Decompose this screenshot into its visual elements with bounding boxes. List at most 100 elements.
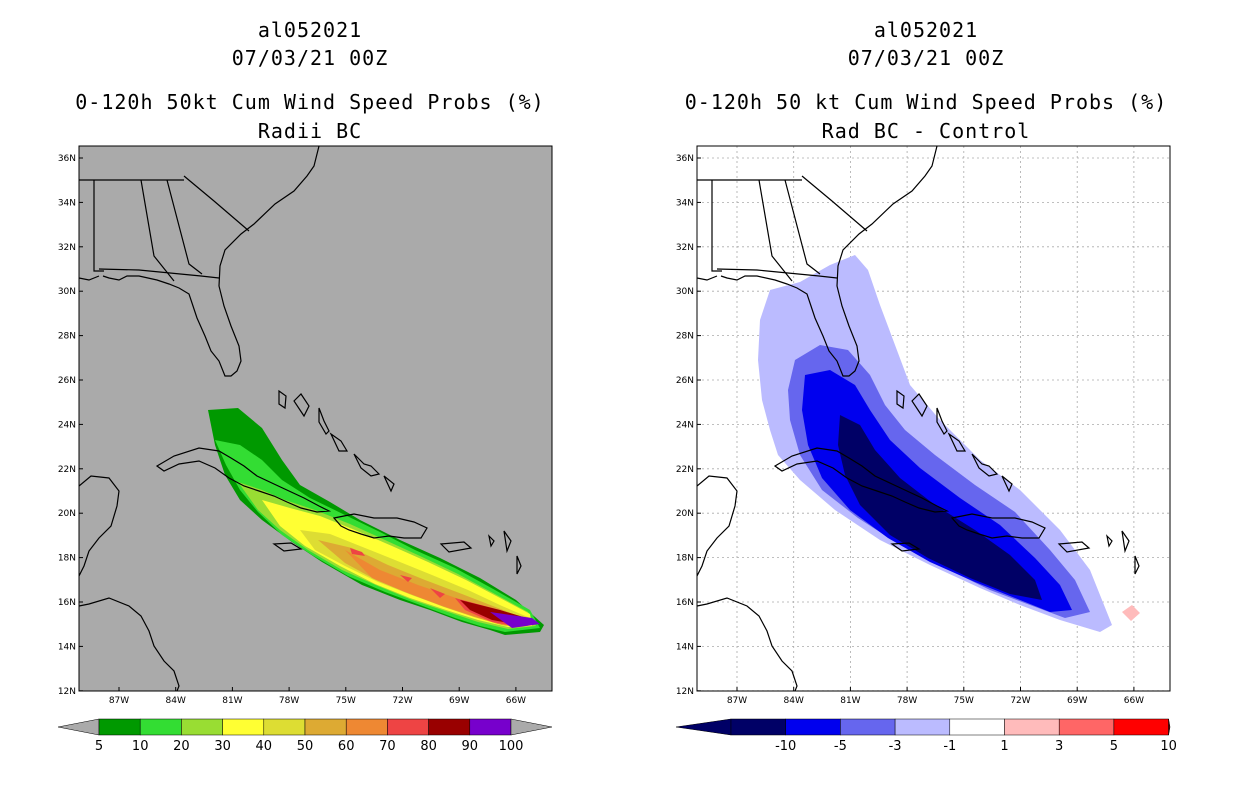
right-title-date: 07/03/21 00Z	[847, 46, 1005, 70]
left-title-date: 07/03/21 00Z	[231, 46, 389, 70]
right-colorbar-label: -5	[834, 739, 847, 754]
right-lon-axis: 87W 84W 81W 78W 75W 72W 69W 66W	[727, 687, 1144, 706]
right-colorbar-label: 10	[1160, 739, 1177, 754]
left-colorbar-label: 90	[462, 739, 479, 754]
right-colorbar-label: 1	[1000, 739, 1008, 754]
left-colorbar-label: 30	[214, 739, 231, 754]
right-title-product: 0-120h 50 kt Cum Wind Speed Probs (%)	[684, 90, 1168, 114]
left-lon-label: 81W	[222, 696, 242, 706]
right-lon-label: 72W	[1010, 696, 1030, 706]
right-lat-label: 28N	[676, 332, 694, 342]
right-lat-label: 34N	[676, 198, 694, 208]
left-colorbar-label: 40	[256, 739, 273, 754]
left-title-product: 0-120h 50kt Cum Wind Speed Probs (%)	[75, 90, 545, 114]
right-lon-label: 66W	[1124, 696, 1144, 706]
right-colorbar-low-arrow	[675, 718, 732, 736]
right-colorbar-label: -10	[775, 739, 796, 754]
right-title-subtitle: Rad BC - Control	[821, 119, 1031, 143]
right-lon-label: 81W	[840, 696, 860, 706]
left-lat-label: 16N	[58, 598, 76, 608]
left-lon-label: 78W	[279, 696, 299, 706]
left-lon-label: 69W	[449, 696, 469, 706]
right-colorbar-swatch	[1058, 718, 1115, 736]
right-title-storm: al052021	[873, 18, 979, 42]
left-colorbar-high-arrow	[510, 718, 553, 736]
right-colorbar-label: -3	[889, 739, 902, 754]
left-lon-axis: 87W 84W 81W 78W 75W 72W 69W 66W	[109, 687, 526, 706]
left-map-frame	[78, 145, 553, 692]
left-colorbar-swatch	[345, 718, 388, 736]
right-colorbar-label: 3	[1055, 739, 1063, 754]
left-lon-label: 75W	[336, 696, 356, 706]
left-colorbar: 5 10 20 30 40 50 60 70 80 90 100	[57, 718, 553, 754]
right-lon-label: 69W	[1067, 696, 1087, 706]
left-lat-label: 14N	[58, 642, 76, 652]
right-lat-label: 36N	[676, 154, 694, 164]
left-lat-label: 32N	[58, 243, 76, 253]
left-colorbar-label: 60	[338, 739, 355, 754]
left-colorbar-swatch	[428, 718, 471, 736]
left-lat-label: 12N	[58, 687, 76, 697]
left-colorbar-swatch	[469, 718, 512, 736]
right-lat-label: 22N	[676, 465, 694, 475]
left-title-storm: al052021	[257, 18, 363, 42]
right-difference-swath	[697, 146, 1170, 691]
left-colorbar-swatch	[304, 718, 347, 736]
right-lon-label: 84W	[784, 696, 804, 706]
left-lon-label: 72W	[392, 696, 412, 706]
left-colorbar-label: 50	[297, 739, 314, 754]
right-lat-label: 12N	[676, 687, 694, 697]
right-colorbar-swatch	[785, 718, 841, 736]
right-lat-label: 32N	[676, 243, 694, 253]
left-colorbar-label: 10	[132, 739, 149, 754]
left-colorbar-swatch	[139, 718, 182, 736]
left-lat-label: 34N	[58, 198, 76, 208]
right-colorbar-swatch	[894, 718, 951, 736]
left-colorbar-label: 70	[379, 739, 396, 754]
right-lat-label: 30N	[676, 287, 694, 297]
right-colorbar-swatch	[949, 718, 1005, 736]
right-lon-label: 87W	[727, 696, 747, 706]
left-colorbar-label: 100	[499, 739, 524, 754]
left-colorbar-label: 80	[420, 739, 437, 754]
right-lon-label: 78W	[897, 696, 917, 706]
left-lat-axis: 36N 34N 32N 30N 28N 26N 24N 22N 20N 18N 16N 14N 12N	[58, 154, 83, 697]
right-lat-label: 14N	[676, 642, 694, 652]
left-lat-label: 26N	[58, 376, 76, 386]
left-probability-swath	[79, 146, 544, 691]
left-lat-label: 28N	[58, 332, 76, 342]
right-lat-label: 24N	[676, 420, 694, 430]
left-colorbar-label: 20	[173, 739, 190, 754]
right-colorbar-high-arrow	[1168, 718, 1171, 736]
left-colorbar-swatch	[387, 718, 429, 736]
right-colorbar-swatch	[730, 718, 786, 736]
left-lat-label: 36N	[58, 154, 76, 164]
left-lon-label: 66W	[506, 696, 526, 706]
left-colorbar-low-arrow	[57, 718, 100, 736]
left-colorbar-label: 5	[95, 739, 103, 754]
right-map-frame	[696, 145, 1171, 692]
right-colorbar: -10 -5 -3 -1 1 3 5 10	[675, 718, 1177, 754]
right-colorbar-swatch	[840, 718, 896, 736]
left-colorbar-swatch	[98, 718, 141, 736]
left-lat-label: 22N	[58, 465, 76, 475]
right-colorbar-label: -1	[943, 739, 956, 754]
left-lat-label: 18N	[58, 554, 76, 564]
left-lat-label: 24N	[58, 420, 76, 430]
left-title-subtitle: Radii BC	[257, 119, 363, 143]
right-lat-label: 16N	[676, 598, 694, 608]
right-lat-label: 20N	[676, 509, 694, 519]
right-colorbar-swatch	[1113, 718, 1169, 736]
right-lat-axis: 36N 34N 32N 30N 28N 26N 24N 22N 20N 18N 16N 14N 12N	[676, 154, 701, 697]
left-lat-label: 30N	[58, 287, 76, 297]
left-colorbar-swatch	[222, 718, 265, 736]
right-colorbar-swatch	[1004, 718, 1060, 736]
right-colorbar-label: 5	[1110, 739, 1118, 754]
right-lon-label: 75W	[954, 696, 974, 706]
right-lat-label: 26N	[676, 376, 694, 386]
left-colorbar-swatch	[181, 718, 223, 736]
right-lat-label: 18N	[676, 554, 694, 564]
left-lon-label: 87W	[109, 696, 129, 706]
left-lat-label: 20N	[58, 509, 76, 519]
